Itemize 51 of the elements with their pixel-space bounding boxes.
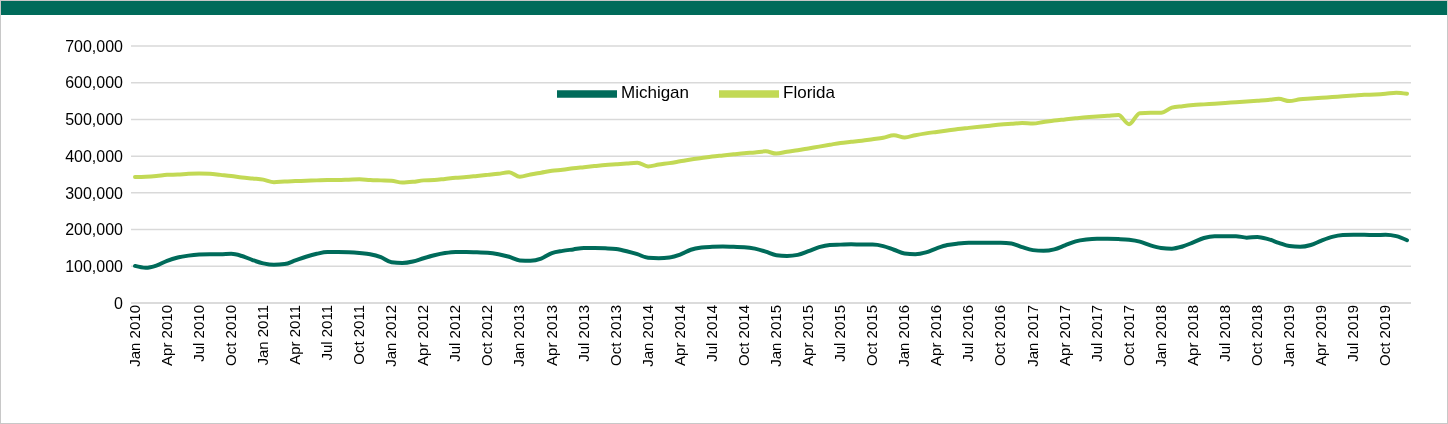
- x-tick-label: Jul 2014: [702, 305, 720, 362]
- x-tick-label: Jan 2011: [253, 305, 271, 366]
- x-tick-label: Jan 2019: [1280, 305, 1298, 367]
- x-tick-label: Apr 2018: [1183, 305, 1201, 366]
- x-tick-label: Apr 2017: [1055, 305, 1073, 366]
- x-tick-label: Jul 2011: [318, 305, 336, 361]
- legend-label: Florida: [783, 83, 835, 103]
- x-tick-label: Apr 2012: [414, 305, 432, 366]
- x-tick-label: Oct 2010: [221, 305, 239, 366]
- x-tick-label: Jan 2015: [766, 305, 784, 367]
- y-tick-label: 200,000: [65, 221, 124, 239]
- y-tick-label: 400,000: [65, 147, 124, 165]
- line-series: [133, 232, 1409, 270]
- x-tick-label: Oct 2017: [1119, 305, 1137, 366]
- x-tick-label: Apr 2011: [285, 305, 303, 365]
- x-tick-label: Jan 2016: [895, 305, 913, 367]
- x-tick-label: Jul 2012: [446, 305, 464, 362]
- x-tick-label: Oct 2019: [1376, 305, 1394, 366]
- x-tick-label: Apr 2013: [542, 305, 560, 366]
- x-tick-label: Jul 2018: [1215, 305, 1233, 362]
- x-tick-label: Jan 2010: [125, 305, 143, 367]
- x-tick-label: Apr 2014: [670, 305, 688, 366]
- x-tick-label: Jan 2014: [638, 305, 656, 367]
- x-tick-label: Jul 2013: [574, 305, 592, 362]
- x-tick-label: Jul 2015: [831, 305, 849, 362]
- x-tick-label: Oct 2013: [606, 305, 624, 366]
- y-tick-label: 100,000: [65, 257, 124, 275]
- x-tick-label: Jan 2013: [510, 305, 528, 367]
- x-tick-label: Oct 2018: [1248, 305, 1265, 366]
- x-tick-label: Jul 2019: [1344, 305, 1362, 362]
- x-tick-label: Jul 2017: [1087, 305, 1105, 362]
- x-tick-label: Apr 2015: [799, 305, 817, 366]
- x-tick-label: Oct 2015: [863, 305, 881, 366]
- y-tick-label: 500,000: [65, 111, 124, 129]
- x-tick-label: Oct 2016: [991, 305, 1009, 366]
- x-tick-label: Jul 2016: [959, 305, 977, 362]
- x-tick-label: Jan 2012: [382, 305, 400, 367]
- y-tick-label: 600,000: [65, 74, 124, 92]
- x-tick-label: Oct 2011: [350, 305, 368, 365]
- x-tick-label: Oct 2012: [478, 305, 496, 366]
- y-tick-label: 0: [114, 294, 124, 312]
- x-tick-label: Jan 2017: [1023, 305, 1041, 367]
- x-tick-label: Apr 2010: [157, 305, 175, 366]
- x-tick-label: Jul 2010: [189, 305, 207, 362]
- y-tick-label: 700,000: [65, 37, 124, 55]
- x-tick-label: Apr 2016: [927, 305, 945, 366]
- x-tick-label: Jan 2018: [1151, 305, 1169, 367]
- y-tick-label: 300,000: [65, 184, 124, 202]
- x-tick-label: Apr 2019: [1312, 305, 1330, 366]
- x-tick-label: Oct 2014: [734, 305, 752, 366]
- legend-label: Michigan: [620, 83, 690, 103]
